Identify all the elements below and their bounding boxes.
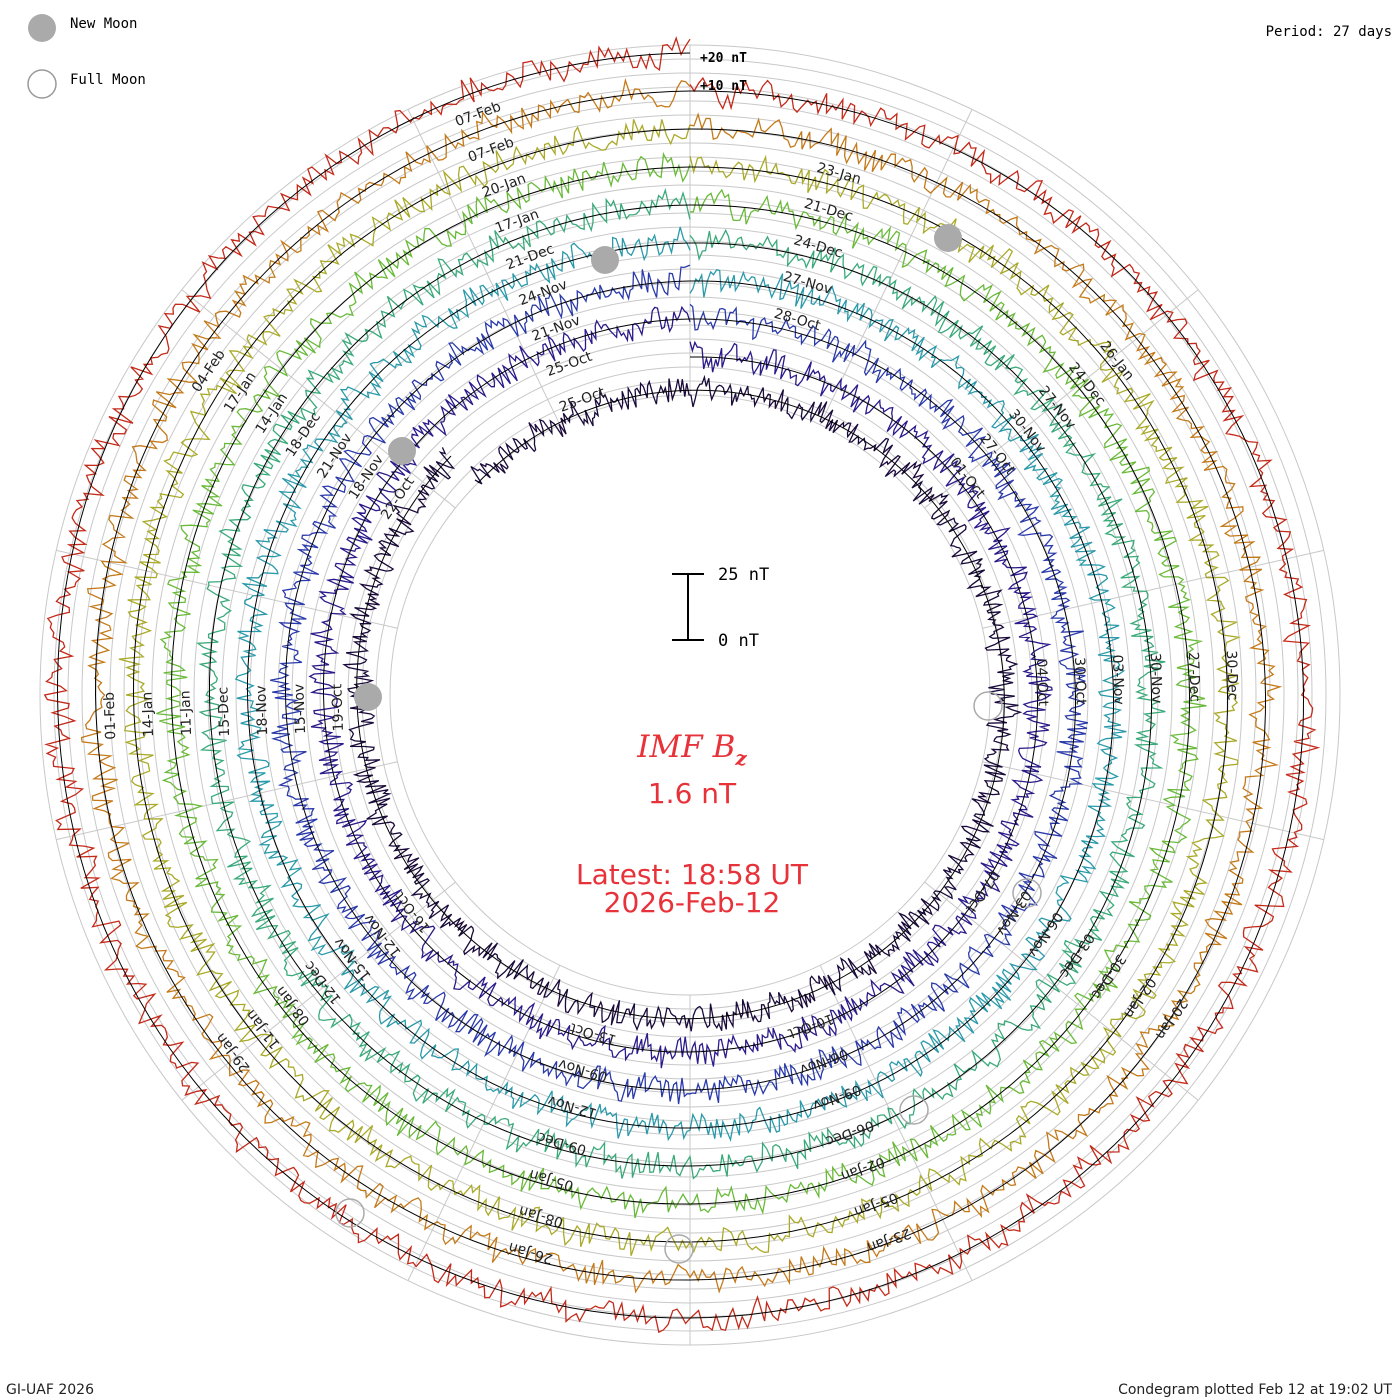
- center-readout: IMF Bz 1.6 nT Latest: 18:58 UT 2026-Feb-…: [576, 729, 809, 919]
- series-trace-8: [80, 77, 1283, 1294]
- full-moon-marker: [664, 1234, 694, 1264]
- date-label: 28-Oct: [772, 306, 823, 335]
- new-moon-marker: [388, 437, 416, 465]
- series-baseline-8: [94, 90, 1267, 1281]
- date-label: 14-Jan: [139, 692, 157, 738]
- date-label: 07-Oct: [962, 867, 1002, 916]
- plotted-label: Condegram plotted Feb 12 at 19:02 UT: [1118, 1382, 1392, 1398]
- ring-offset-label-20: +20 nT: [700, 51, 747, 66]
- date-label: 15-Nov: [291, 684, 309, 735]
- full-moon-marker: [973, 691, 1003, 721]
- series-trace-6: [156, 151, 1207, 1219]
- date-label: 27-Dec: [1185, 652, 1203, 703]
- date-label: 23-Jan: [865, 1225, 913, 1256]
- date-label: 30-Nov: [1147, 653, 1165, 704]
- series-baseline-1: [356, 389, 1005, 1020]
- date-label: 12-Nov: [546, 1092, 599, 1121]
- current-value: 1.6 nT: [648, 777, 737, 810]
- series-trace-4: [234, 226, 1127, 1142]
- date-label: 06-Nov: [797, 1045, 850, 1077]
- full-moon-marker: [335, 1198, 365, 1228]
- series-baseline-4: [247, 242, 1114, 1129]
- scale-bar-bottom-label: 0 nT: [718, 631, 759, 651]
- grid-spoke: [982, 549, 1324, 629]
- date-label: 15-Dec: [215, 686, 233, 737]
- grid-spoke: [407, 109, 561, 425]
- date-label: 30-Oct: [1071, 657, 1089, 706]
- date-label: 09-Nov: [557, 1055, 610, 1084]
- grid-spoke: [982, 761, 1324, 841]
- full-moon-marker: [1012, 878, 1042, 908]
- date-label: 11-Jan: [177, 690, 195, 736]
- latest-time: Latest: 18:58 UT: [576, 858, 809, 891]
- date-label: 20-Jan: [1152, 996, 1191, 1042]
- new-moon-icon: [28, 14, 56, 42]
- series-trace-5: [196, 187, 1166, 1180]
- date-label: 05-Jan: [528, 1166, 576, 1194]
- full-moon-marker: [899, 1095, 929, 1125]
- legend: New Moon Full Moon: [27, 14, 146, 99]
- series-trace-3: [270, 264, 1089, 1105]
- ring-offset-label-10: +10 nT: [700, 79, 747, 94]
- series-baseline-9: [56, 52, 1305, 1319]
- grid-ring: [305, 310, 1075, 1080]
- latest-date: 2026-Feb-12: [604, 886, 781, 919]
- grid-ring: [347, 352, 1033, 1038]
- grid-spoke: [56, 549, 398, 629]
- parameter-title: IMF Bz: [636, 729, 747, 770]
- grid-spoke: [924, 289, 1199, 509]
- date-label: 23-Jan: [815, 160, 863, 188]
- date-label: 03-Nov: [1109, 654, 1127, 705]
- grid-spoke: [924, 881, 1199, 1101]
- date-label: 25-Oct: [557, 384, 608, 416]
- series-baseline-6: [170, 166, 1191, 1205]
- date-label: 08-Jan: [517, 1202, 565, 1230]
- series-trace-1: [342, 374, 1023, 1032]
- date-label: 06-Dec: [824, 1117, 876, 1149]
- grid-spoke: [181, 289, 456, 509]
- new-moon-marker: [591, 246, 619, 274]
- date-label: 01-Feb: [102, 692, 120, 740]
- legend-full-moon-label: Full Moon: [70, 72, 146, 88]
- scale-bar-top-label: 25 nT: [718, 565, 769, 585]
- date-label: 27-Nov: [781, 269, 834, 298]
- series-baseline-5: [209, 204, 1152, 1167]
- legend-new-moon-label: New Moon: [70, 16, 137, 32]
- grid-spoke: [181, 881, 456, 1101]
- grid-ring: [263, 268, 1117, 1122]
- series-baseline-7: [132, 128, 1229, 1243]
- series-baseline-3: [285, 280, 1076, 1091]
- period-label: Period: 27 days: [1266, 24, 1392, 40]
- scale-bar: 25 nT 0 nT: [672, 565, 769, 651]
- full-moon-icon: [27, 69, 57, 99]
- series-baseline-2: [323, 318, 1038, 1053]
- date-label: 19-Oct: [329, 683, 347, 732]
- date-label: 24-Dec: [1065, 360, 1108, 409]
- date-label: 30-Dec: [1223, 650, 1241, 701]
- new-moon-marker: [934, 224, 962, 252]
- data-traces: [43, 36, 1321, 1334]
- new-moon-marker: [354, 683, 382, 711]
- date-label: 18-Nov: [253, 685, 271, 736]
- date-label: 09-Dec: [536, 1128, 588, 1157]
- credit-label: GI-UAF 2026: [6, 1382, 94, 1398]
- date-label: 04-Oct: [1033, 658, 1051, 707]
- date-label: 09-Nov: [810, 1081, 863, 1113]
- grid-spoke: [819, 109, 973, 425]
- moon-markers: [335, 224, 1042, 1264]
